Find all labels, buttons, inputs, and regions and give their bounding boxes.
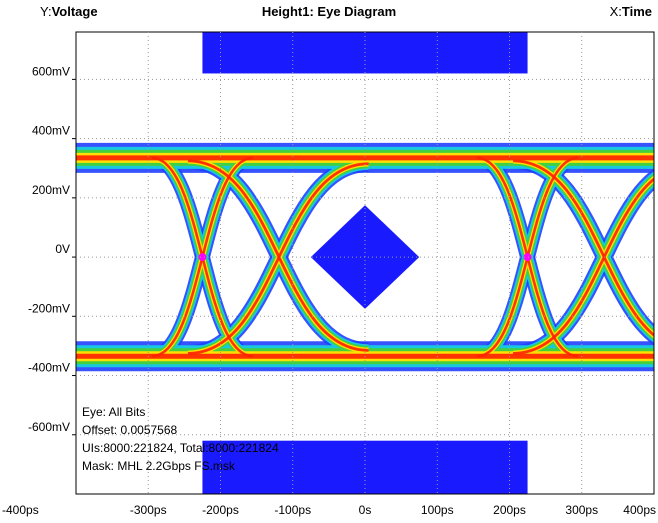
x-tick-label: 200ps [493, 503, 526, 517]
y-axis-name: Voltage [51, 4, 98, 19]
crossing-point-2 [523, 253, 532, 262]
mask-bottom-region [202, 440, 528, 494]
y-tick-label: 400mV [32, 124, 70, 138]
y-tick-label: 200mV [32, 183, 70, 197]
x-tick-label: 300ps [565, 503, 598, 517]
x-tick-label: 0s [359, 503, 372, 517]
slow-rise-1-band-4 [187, 162, 369, 355]
plot-grid [72, 31, 655, 495]
annotation-line-3: UIs:8000:221824, Total:8000:221824 [82, 441, 279, 455]
slow-rise-2-band-4 [513, 177, 654, 355]
x-tick-labels: -400ps -300ps -200ps -100ps 0s 100ps 200ps 300p… [2, 503, 656, 517]
x-axis-header: X:Time [610, 4, 652, 19]
y-tick-labels: 600mV 400mV 200mV 0V -200mV -400mV -600mV [28, 64, 70, 433]
crossing-point-1 [198, 253, 207, 262]
chart-title: Height1: Eye Diagram [261, 4, 397, 19]
y-axis-prefix: Y: [40, 4, 52, 19]
y-tick-label: -600mV [28, 420, 70, 434]
annotation-line-2: Offset: 0.0057568 [82, 423, 178, 437]
x-tick-label: -100ps [274, 503, 311, 517]
x-tick-label: -200ps [202, 503, 239, 517]
x-tick-label: -400ps [2, 503, 39, 517]
y-tick-label: -400mV [28, 361, 70, 375]
x-axis-name: Time [621, 4, 652, 19]
y-tick-label: 0V [55, 242, 70, 256]
y-axis-header: Y:Voltage [40, 4, 98, 19]
x-axis-prefix: X: [609, 4, 622, 19]
eye-traces [76, 142, 654, 372]
y-tick-label: -200mV [28, 301, 70, 315]
x-tick-label: 400ps [623, 503, 656, 517]
annotation-line-4: Mask: MHL 2.2Gbps FS.msk [82, 459, 236, 473]
x-tick-label: 100ps [421, 503, 454, 517]
y-tick-label: 600mV [32, 64, 70, 78]
annotation-block: Eye: All Bits Offset: 0.0057568 UIs:8000:2… [82, 405, 279, 473]
annotation-line-1: Eye: All Bits [82, 405, 145, 419]
x-tick-label: -300ps [130, 503, 167, 517]
